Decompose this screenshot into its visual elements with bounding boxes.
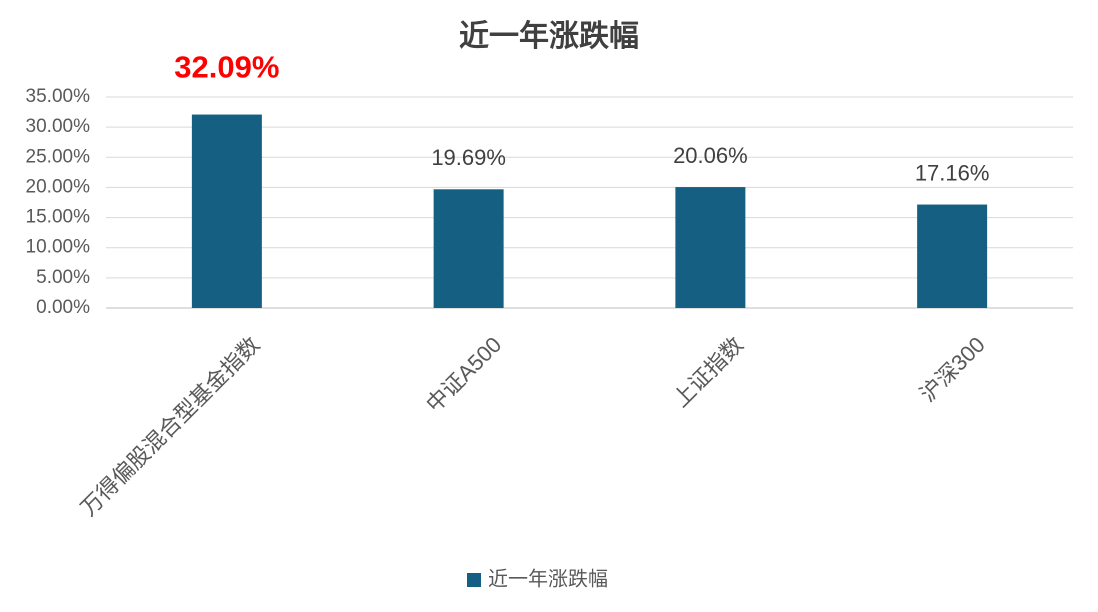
data-label: 20.06% [673, 143, 748, 168]
y-tick-label: 10.00% [26, 237, 91, 258]
data-label: 17.16% [915, 160, 990, 185]
y-tick-label: 5.00% [36, 267, 90, 288]
y-tick-label: 30.00% [26, 116, 91, 137]
bar [675, 187, 746, 308]
legend-label: 近一年涨跌幅 [488, 567, 608, 590]
x-tick-label: 沪深300 [915, 332, 990, 407]
y-tick-label: 15.00% [26, 207, 91, 228]
legend-swatch [467, 573, 481, 587]
x-tick-label: 万得偏股混合型基金指数 [76, 332, 265, 521]
bar [917, 204, 988, 308]
y-tick-label: 25.00% [26, 146, 91, 167]
x-tick-label: 中证A500 [421, 332, 506, 417]
data-label: 32.09% [174, 50, 279, 85]
bar [433, 189, 504, 308]
y-tick-label: 20.00% [26, 176, 91, 197]
bar [191, 114, 262, 308]
chart-title: 近一年涨跌幅 [459, 20, 639, 53]
x-tick-label: 上证指数 [668, 332, 748, 412]
data-label: 19.69% [431, 145, 506, 170]
y-tick-label: 0.00% [36, 297, 90, 318]
y-tick-label: 35.00% [26, 86, 91, 107]
